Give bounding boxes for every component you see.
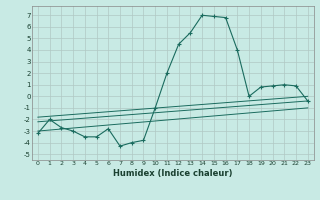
X-axis label: Humidex (Indice chaleur): Humidex (Indice chaleur)	[113, 169, 233, 178]
